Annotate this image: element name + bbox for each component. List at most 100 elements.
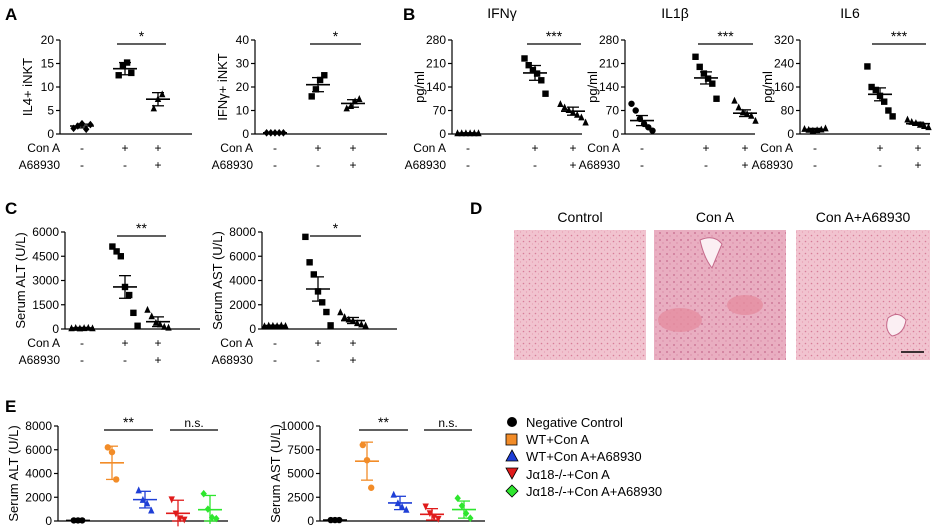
b2-ytick-label-4: 280: [599, 33, 619, 47]
e2-point-g4-3: [467, 514, 474, 522]
c1-a68930-sign-1: -: [123, 353, 127, 367]
e1-ylabel: Serum ALT (U/L): [6, 425, 21, 521]
a1-ytick-label-1: 5: [47, 104, 54, 118]
b2-cona-sign-1: +: [702, 141, 709, 155]
a2-point-g1-1: [312, 86, 320, 93]
c2-a68930-sign-2: +: [349, 353, 356, 367]
e1-sig-label-1: n.s.: [184, 416, 203, 430]
e2-point-g3-0: [422, 503, 429, 511]
c2-point-g1-2: [310, 271, 317, 278]
c1-ylabel: Serum ALT (U/L): [13, 232, 28, 328]
c2-ytick-label-1: 2000: [229, 298, 256, 312]
c2-ytick-label-3: 6000: [229, 249, 256, 263]
c1-ytick-label-2: 3000: [32, 274, 59, 288]
a1-point-g1-3: [128, 69, 135, 77]
histology-lesion-1: [658, 308, 702, 332]
c1-point-g2-1: [148, 312, 155, 320]
c2-ytick-label-2: 4000: [229, 274, 256, 288]
plots-layer: 0 5 10 15 20 IL4+ iNKT * Con A A68930 - - + - + +0 10 20…: [6, 5, 932, 528]
b1-cona-sign-2: +: [569, 141, 576, 155]
c2-point-g1-6: [327, 322, 334, 329]
a1-row-label-cona: Con A: [27, 141, 60, 155]
e2-sig-label-0: **: [378, 414, 389, 430]
b2-point-g0-5: [649, 127, 656, 134]
e2-ylabel: Serum AST (U/L): [268, 424, 283, 523]
legend-marker-ja18-cona-a68930: [505, 484, 519, 498]
b1-a68930-sign-1: -: [533, 158, 537, 172]
b1-point-g2-0: [557, 100, 564, 107]
b3-ytick-label-0: 0: [787, 127, 794, 141]
c2-row-label-a68930: A68930: [212, 353, 254, 367]
panel-label-b: B: [403, 5, 415, 24]
a1-point-g2-2: [159, 90, 166, 98]
a1-point-g2-0: [150, 104, 157, 112]
a2-sig-label-0: *: [333, 28, 339, 44]
c2-point-g2-0: [337, 308, 344, 316]
e2-point-g2-3: [403, 505, 410, 513]
b2-sig-label-0: ***: [717, 28, 734, 44]
e1-ytick-label-1: 2000: [25, 490, 52, 504]
a2-ytick-label-2: 20: [236, 80, 250, 94]
e1-point-g3-0: [168, 496, 175, 504]
b3-row-label-a68930: A68930: [752, 158, 794, 172]
histology-title-control: Control: [557, 209, 602, 225]
c1-ytick-label-1: 1500: [32, 298, 59, 312]
b3-point-g1-6: [889, 113, 896, 120]
panel-label-a: A: [5, 5, 17, 24]
b1-point-g2-5: [578, 113, 585, 121]
c2-point-g2-6: [362, 321, 369, 329]
b3-point-g2-4: [921, 122, 928, 129]
a1-point-g1-1: [119, 62, 127, 70]
b2-row-label-cona: Con A: [587, 141, 620, 155]
b2-point-g1-4: [709, 80, 716, 87]
e1-point-g2-3: [148, 506, 155, 514]
a1-cona-sign-1: +: [121, 141, 128, 155]
b1-point-g2-1: [561, 103, 568, 111]
a2-a68930-sign-2: +: [349, 158, 356, 172]
b2-a68930-sign-1: -: [704, 158, 708, 172]
e2-ytick-label-1: 2500: [287, 490, 314, 504]
b3-cona-sign-0: -: [813, 141, 817, 155]
b3-point-g0-5: [822, 124, 829, 132]
c2-cona-sign-1: +: [314, 336, 321, 350]
a1-cona-sign-2: +: [154, 141, 161, 155]
b3-point-g1-2: [872, 86, 879, 94]
b1-ytick-label-2: 140: [426, 80, 446, 94]
e1-point-g4-3: [213, 514, 220, 523]
b3-cona-sign-2: +: [914, 141, 921, 155]
legend-marker-wt-cona-a68930: [505, 449, 519, 462]
legend-marker-negative-control: [507, 417, 517, 427]
b1-point-g2-6: [582, 118, 589, 126]
c1-cona-sign-2: +: [154, 336, 161, 350]
b2-ytick-label-1: 70: [606, 104, 620, 118]
b3-point-g1-4: [881, 98, 888, 105]
b1-a68930-sign-0: -: [466, 158, 470, 172]
e2-ytick-label-0: 0: [307, 514, 314, 528]
histology-image-cona: [654, 230, 786, 360]
b1-cona-sign-0: -: [466, 141, 470, 155]
b2-point-g2-1: [735, 103, 742, 111]
a2-point-g1-2: [316, 76, 324, 84]
b1-point-g1-5: [542, 90, 549, 97]
b3-a68930-sign-1: -: [878, 158, 882, 172]
a1-a68930-sign-1: -: [123, 158, 127, 172]
b1-a68930-sign-2: +: [569, 158, 576, 172]
c1-sig-label-0: **: [136, 220, 147, 236]
legend-marker-wt-cona: [505, 433, 518, 446]
legend-label-ja18-cona-a68930: Jα18-/-+Con A+A68930: [526, 484, 662, 499]
panel-label-e: E: [5, 397, 16, 416]
c2-a68930-sign-1: -: [316, 353, 320, 367]
c1-point-g1-2: [117, 253, 124, 260]
c1-a68930-sign-0: -: [80, 353, 84, 367]
e2-point-g1-2: [368, 484, 375, 491]
b3-cona-sign-1: +: [876, 141, 883, 155]
c1-cona-sign-1: +: [121, 336, 128, 350]
a2-row-label-a68930: A68930: [212, 158, 254, 172]
c2-row-label-cona: Con A: [220, 336, 253, 350]
a2-a68930-sign-1: -: [316, 158, 320, 172]
e2-ytick-label-3: 7500: [287, 443, 314, 457]
b2-ytick-label-2: 140: [599, 80, 619, 94]
c2-point-g1-4: [319, 299, 326, 306]
a1-sig-label-0: *: [139, 28, 145, 44]
